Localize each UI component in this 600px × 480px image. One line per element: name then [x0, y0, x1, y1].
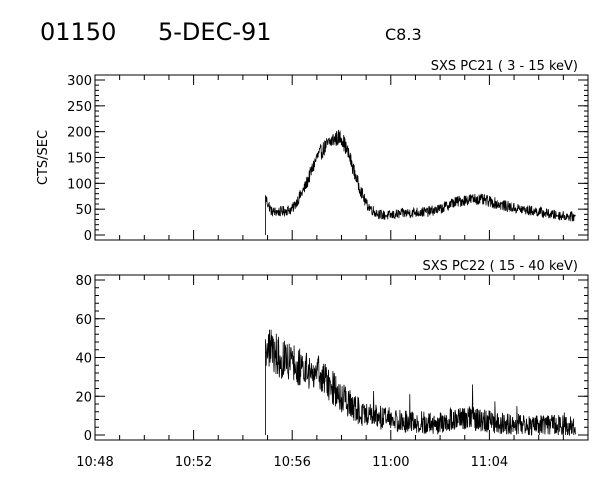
y-tick-label: 150 — [67, 152, 92, 167]
x-tick-label: 10:56 — [273, 455, 310, 470]
event-date: 5-DEC-91 — [158, 18, 272, 46]
y-tick-label: 20 — [75, 390, 92, 405]
panel-title: SXS PC22 ( 15 - 40 keV) — [422, 259, 578, 274]
panel-pc22: SXS PC22 ( 15 - 40 keV) 0 20 40 60 80 10:48 10:… — [75, 259, 589, 470]
y-tick-label: 40 — [75, 352, 92, 367]
goes-class: C8.3 — [385, 25, 422, 44]
y-tick-label: 200 — [67, 126, 92, 141]
header: 01150 5-DEC-91 C8.3 — [40, 18, 422, 46]
plot-frame — [94, 74, 589, 241]
event-id: 01150 — [40, 18, 116, 46]
series-line — [265, 329, 576, 437]
series-line — [265, 129, 576, 235]
panel-title: SXS PC21 ( 3 - 15 keV) — [431, 59, 578, 74]
x-tick-label: 10:52 — [175, 455, 212, 470]
x-tick-label: 10:48 — [76, 455, 113, 470]
panel-pc21: SXS PC21 ( 3 - 15 keV) CTS/SEC 0 50 100 150 20… — [36, 59, 589, 244]
x-tick-label: 11:00 — [372, 455, 409, 470]
y-tick-label: 300 — [67, 74, 92, 89]
y-tick-label: 0 — [84, 229, 92, 244]
x-tick-label: 11:04 — [471, 455, 508, 470]
y-tick-label: 0 — [84, 429, 92, 444]
y-tick-label: 100 — [67, 177, 92, 192]
y-tick-label: 60 — [75, 313, 92, 328]
y-axis-label: CTS/SEC — [36, 130, 51, 185]
plot-frame — [94, 274, 589, 441]
y-tick-label: 80 — [75, 274, 92, 289]
y-tick-label: 50 — [75, 203, 92, 218]
y-tick-label: 250 — [67, 100, 92, 115]
